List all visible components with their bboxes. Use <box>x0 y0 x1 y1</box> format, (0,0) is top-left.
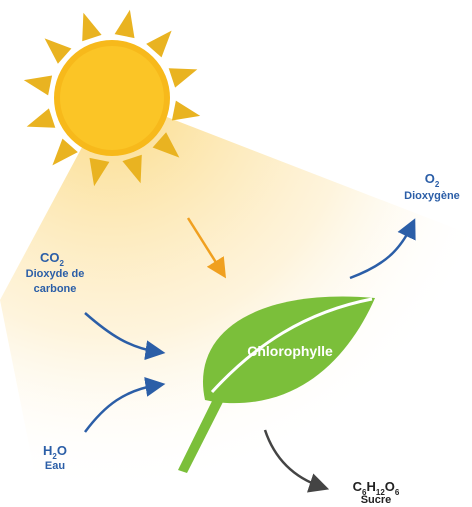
formula-part: O <box>425 171 435 186</box>
formula-sub: 6 <box>395 488 400 497</box>
sun-ray <box>52 139 77 166</box>
formula-part: CO <box>40 250 60 265</box>
sun-ray <box>45 38 72 63</box>
sun-ray <box>24 76 52 96</box>
o2-name: Dioxygène <box>404 190 460 202</box>
o2-formula: O2 <box>425 171 440 189</box>
formula-part: O <box>57 443 67 458</box>
leaf-label: Chlorophylle <box>247 343 333 359</box>
sugar-name: Sucre <box>361 494 392 506</box>
co2-name: Dioxyde de <box>26 268 85 280</box>
photosynthesis-diagram: Chlorophylle CO2 Dioxyde de carbone O2 D… <box>0 0 472 507</box>
sun-ray <box>115 10 135 38</box>
formula-sub: 2 <box>60 259 65 268</box>
sun-ray <box>82 13 101 42</box>
sun-ray <box>146 31 171 58</box>
sun-ray <box>172 101 200 121</box>
sun-ray <box>169 68 198 87</box>
formula-part: H <box>366 479 375 494</box>
sun-ray <box>27 108 56 127</box>
formula-part: H <box>43 443 52 458</box>
sun-core <box>60 46 164 150</box>
formula-sub: 2 <box>435 180 440 189</box>
h2o-name: Eau <box>45 460 65 472</box>
formula-part: O <box>385 479 395 494</box>
co2-name: carbone <box>34 283 77 295</box>
